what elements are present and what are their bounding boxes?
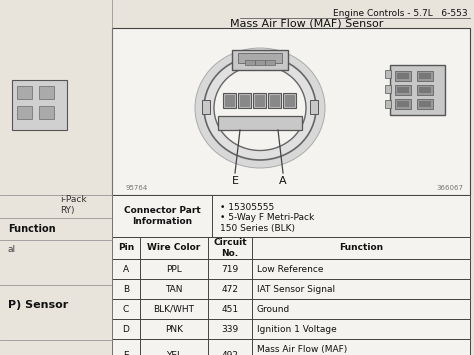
Bar: [254, 93, 266, 108]
Text: Function: Function: [339, 244, 383, 252]
Bar: [395, 85, 411, 95]
Text: Engine Controls - 5.7L   6-553: Engine Controls - 5.7L 6-553: [333, 10, 468, 18]
Bar: [112, 299, 470, 319]
Bar: [255, 60, 265, 65]
Text: 339: 339: [221, 324, 238, 333]
Text: RY): RY): [60, 206, 74, 214]
Bar: [397, 87, 409, 93]
Text: • 5-Way F Metri-Pack
150 Series (BLK): • 5-Way F Metri-Pack 150 Series (BLK): [220, 213, 314, 233]
Bar: [245, 60, 255, 65]
Bar: [395, 71, 411, 81]
Bar: [390, 65, 445, 115]
Bar: [39, 106, 54, 119]
Bar: [265, 60, 275, 65]
Bar: [112, 319, 470, 339]
Bar: [240, 95, 249, 106]
Text: Mass Air Flow (MAF) Sensor: Mass Air Flow (MAF) Sensor: [230, 19, 383, 29]
Text: Wire Color: Wire Color: [147, 244, 201, 252]
Bar: [238, 93, 252, 108]
Text: D: D: [123, 324, 129, 333]
Text: 492: 492: [221, 350, 238, 355]
FancyBboxPatch shape: [0, 0, 145, 355]
FancyBboxPatch shape: [112, 0, 474, 355]
Bar: [112, 195, 470, 237]
Bar: [417, 85, 433, 95]
Bar: [397, 73, 409, 79]
Bar: [17, 86, 32, 99]
Text: A: A: [123, 264, 129, 273]
Text: i-Pack: i-Pack: [60, 196, 87, 204]
Text: C: C: [123, 305, 129, 313]
Bar: [285, 95, 294, 106]
Bar: [226, 95, 235, 106]
Bar: [310, 100, 318, 114]
Bar: [268, 93, 282, 108]
Text: P) Sensor: P) Sensor: [8, 300, 68, 310]
Text: Low Reference: Low Reference: [257, 264, 323, 273]
Bar: [112, 259, 470, 279]
Bar: [385, 70, 391, 78]
Text: 95764: 95764: [126, 185, 148, 191]
Text: Pin: Pin: [118, 244, 134, 252]
Bar: [39, 86, 54, 99]
Bar: [395, 99, 411, 109]
Bar: [385, 85, 391, 93]
Text: Connector Part
Information: Connector Part Information: [124, 206, 201, 226]
Bar: [112, 279, 470, 299]
Text: BLK/WHT: BLK/WHT: [154, 305, 194, 313]
Text: Function: Function: [8, 224, 55, 234]
Text: 451: 451: [221, 305, 238, 313]
Bar: [385, 100, 391, 108]
Text: TAN: TAN: [165, 284, 183, 294]
Text: E: E: [231, 176, 238, 186]
Bar: [112, 339, 470, 355]
Bar: [419, 87, 431, 93]
Bar: [238, 53, 282, 63]
Text: E: E: [123, 350, 129, 355]
Text: PNK: PNK: [165, 324, 183, 333]
Bar: [12, 80, 67, 130]
Text: IAT Sensor Signal: IAT Sensor Signal: [257, 284, 335, 294]
Text: Mass Air Flow (MAF)
Sensor - Signal: Mass Air Flow (MAF) Sensor - Signal: [257, 345, 347, 355]
Bar: [17, 106, 32, 119]
Bar: [218, 116, 302, 130]
Text: Ignition 1 Voltage: Ignition 1 Voltage: [257, 324, 337, 333]
Ellipse shape: [195, 48, 325, 168]
Text: Ground: Ground: [257, 305, 290, 313]
Bar: [419, 101, 431, 107]
Bar: [232, 50, 288, 70]
Bar: [202, 100, 210, 114]
Bar: [112, 237, 470, 259]
Text: PPL: PPL: [166, 264, 182, 273]
Bar: [283, 93, 297, 108]
Text: A: A: [279, 176, 287, 186]
Text: 472: 472: [221, 284, 238, 294]
Bar: [417, 99, 433, 109]
Bar: [224, 93, 237, 108]
Text: • 15305555: • 15305555: [220, 202, 274, 212]
Text: al: al: [8, 246, 16, 255]
Ellipse shape: [204, 56, 316, 160]
Ellipse shape: [214, 66, 306, 151]
Bar: [112, 28, 470, 195]
Bar: [419, 73, 431, 79]
Text: Circuit
No.: Circuit No.: [213, 238, 247, 258]
Bar: [255, 95, 264, 106]
Text: 719: 719: [221, 264, 238, 273]
Text: B: B: [123, 284, 129, 294]
Bar: [397, 101, 409, 107]
Bar: [271, 95, 280, 106]
Text: YEL: YEL: [166, 350, 182, 355]
Text: 366067: 366067: [436, 185, 463, 191]
Bar: [417, 71, 433, 81]
